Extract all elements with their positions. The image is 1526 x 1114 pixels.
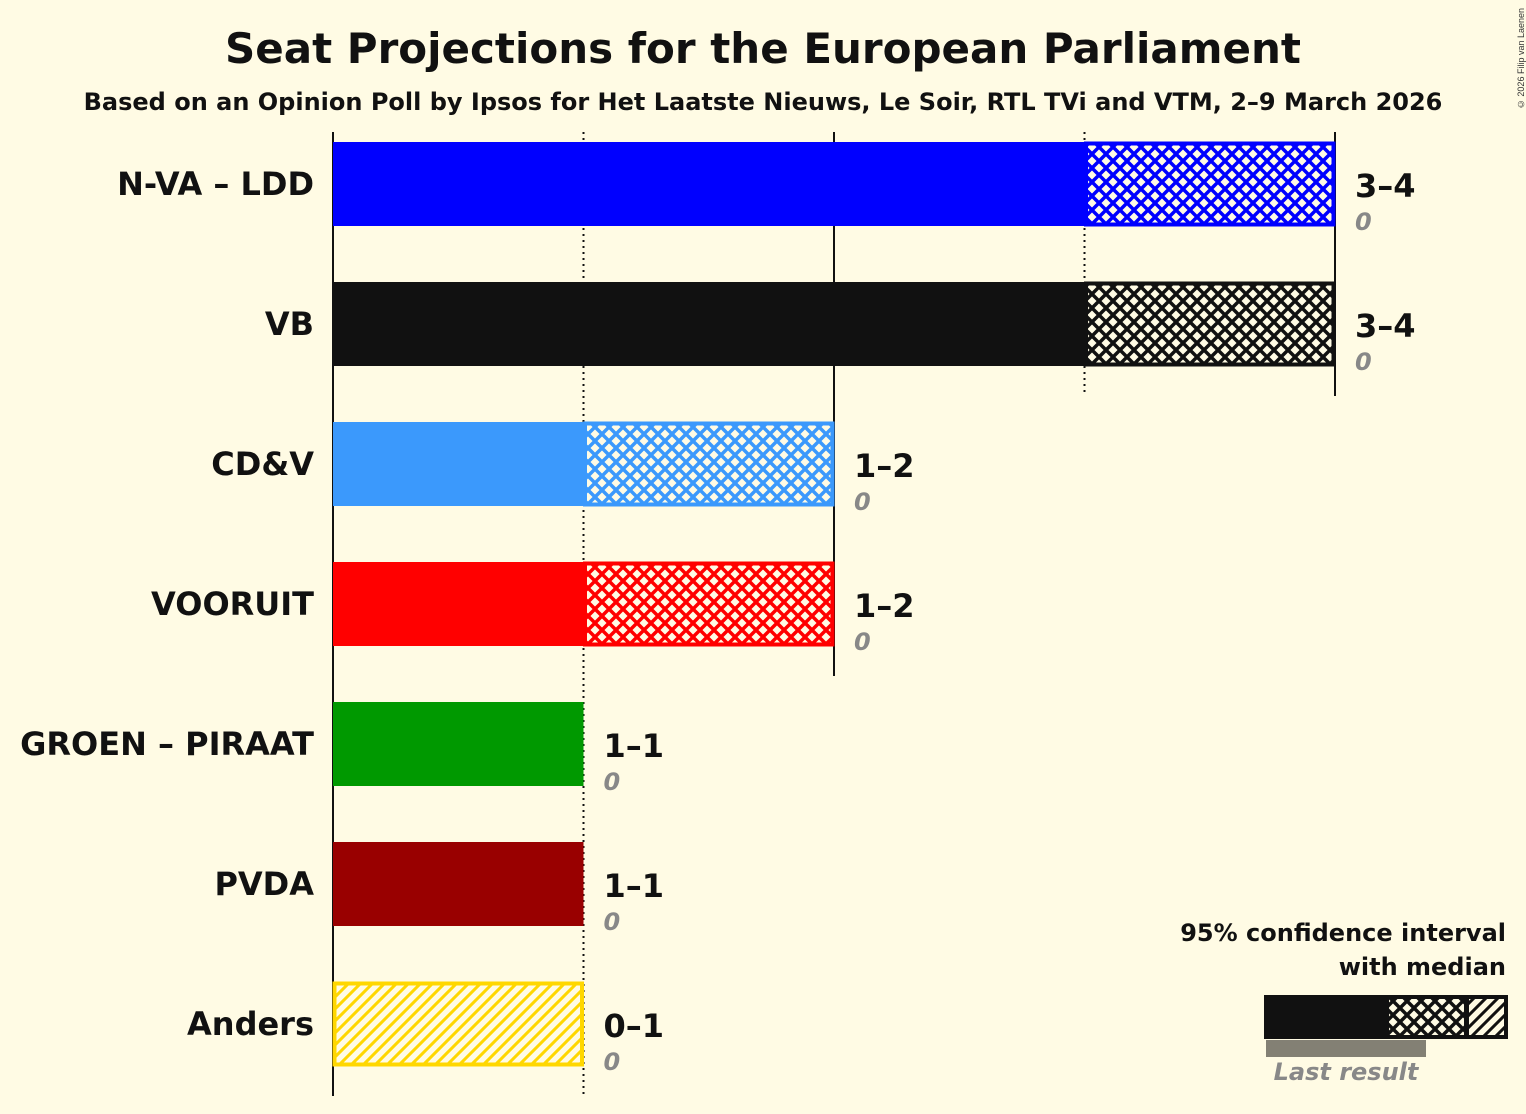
bar-interval-segment (583, 561, 835, 647)
bar-median-segment (333, 702, 584, 786)
bar-row: N-VA – LDD 3–4 0 (117, 141, 1416, 236)
party-label: VB (265, 305, 314, 343)
legend-last-result-label: Last result (1273, 1058, 1419, 1086)
bar-interval-segment (332, 981, 584, 1067)
party-label: Anders (187, 1005, 314, 1043)
legend-interval-swatch (1385, 995, 1468, 1039)
bar-row: VOORUIT 1–2 0 (151, 561, 915, 656)
last-result-label: 0 (604, 768, 621, 796)
bar-row: PVDA 1–1 0 (214, 842, 664, 936)
legend-graphic (1264, 995, 1508, 1057)
legend-last-result-swatch (1266, 1040, 1426, 1057)
last-result-label: 0 (1355, 208, 1372, 236)
last-result-label: 0 (1355, 348, 1372, 376)
chart-title: Seat Projections for the European Parlia… (225, 24, 1301, 73)
bar-interval-segment (583, 421, 835, 507)
legend-title: 95% confidence interval with median (1180, 916, 1506, 984)
legend-title-line1: 95% confidence interval (1180, 919, 1506, 947)
last-result-label: 0 (604, 1048, 621, 1076)
bar-row: Anders 0–1 0 (187, 981, 665, 1076)
last-result-label: 0 (604, 908, 621, 936)
bar-median-segment (333, 562, 584, 646)
bar-median-segment (333, 842, 584, 926)
bar-row: GROEN – PIRAAT 1–1 0 (20, 702, 664, 796)
legend-median-swatch (1264, 995, 1386, 1039)
bar-interval-segment (1084, 281, 1336, 367)
range-label: 1–2 (854, 447, 915, 485)
range-label: 1–1 (604, 867, 665, 905)
range-label: 1–2 (854, 587, 915, 625)
bar-row: CD&V 1–2 0 (211, 421, 915, 516)
legend-tail-swatch (1465, 995, 1508, 1039)
party-label: GROEN – PIRAAT (20, 725, 314, 763)
party-label: VOORUIT (151, 585, 314, 623)
range-label: 0–1 (604, 1007, 665, 1045)
range-label: 1–1 (604, 727, 665, 765)
last-result-label: 0 (854, 488, 871, 516)
last-result-label: 0 (854, 628, 871, 656)
bar-median-segment (333, 142, 1085, 226)
bar-row: VB 3–4 0 (265, 281, 1416, 376)
legend-title-line2: with median (1338, 953, 1506, 981)
bar-interval-segment (1084, 141, 1336, 227)
party-label: PVDA (214, 865, 314, 903)
range-label: 3–4 (1355, 167, 1416, 205)
party-label: CD&V (211, 445, 314, 483)
bar-median-segment (333, 422, 584, 506)
bar-median-segment (333, 282, 1085, 366)
range-label: 3–4 (1355, 307, 1416, 345)
chart-subtitle: Based on an Opinion Poll by Ipsos for He… (83, 88, 1443, 116)
party-label: N-VA – LDD (117, 165, 314, 203)
